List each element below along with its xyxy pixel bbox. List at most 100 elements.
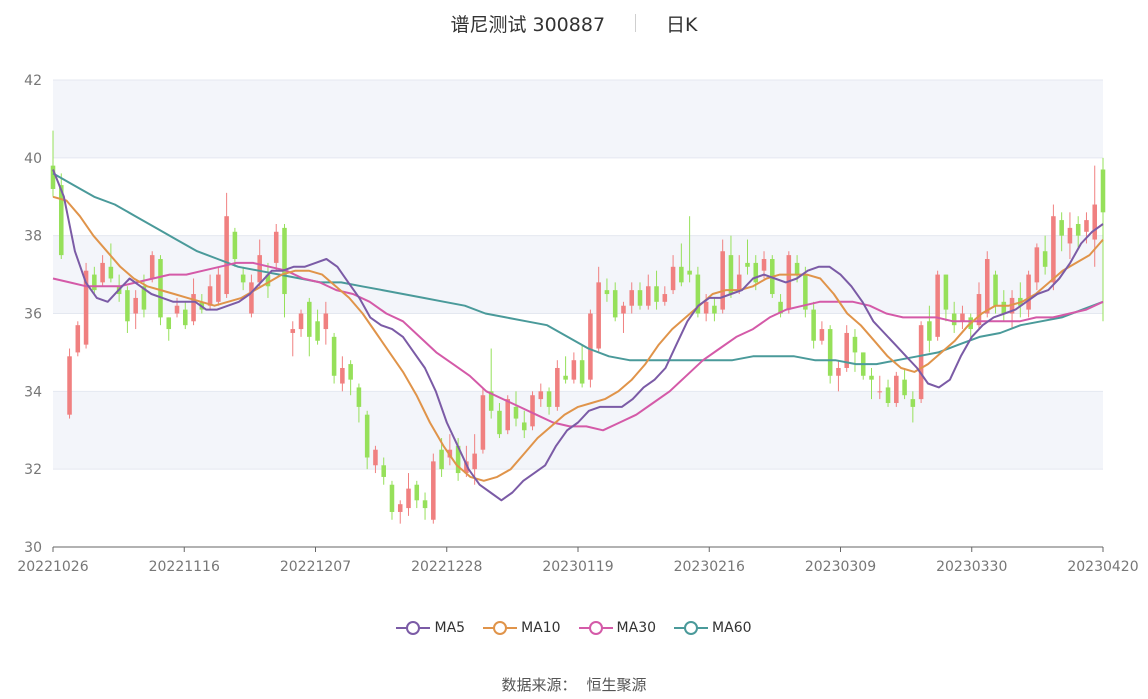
candle-body	[414, 484, 420, 501]
candle-body	[240, 274, 246, 283]
candle-body	[50, 165, 56, 189]
candle-body	[1059, 220, 1064, 236]
candle-body	[224, 216, 229, 295]
candle-body	[513, 406, 519, 419]
candle-body	[174, 305, 180, 314]
candle-body	[75, 325, 81, 353]
candle-body	[133, 297, 138, 314]
candle-body	[58, 185, 64, 256]
candle-body	[927, 321, 932, 341]
x-tick-label: 20221228	[411, 559, 482, 575]
x-tick-label: 20230420	[1067, 559, 1138, 575]
y-tick-label: 34	[24, 384, 42, 400]
candle-body	[207, 286, 213, 306]
candle-body	[836, 367, 841, 376]
candle-body	[728, 255, 734, 295]
candle-body	[108, 266, 114, 279]
legend-label: MA30	[616, 620, 657, 636]
ma5-legend-icon	[396, 621, 431, 635]
candle-body	[654, 286, 659, 302]
candle-body	[530, 395, 535, 427]
candle-body	[356, 387, 362, 407]
candle-body	[993, 274, 998, 306]
candle-body	[588, 313, 593, 380]
candle-body	[563, 375, 568, 380]
candle-body	[869, 375, 874, 380]
legend-item-ma60[interactable]: MA60	[674, 620, 752, 636]
candle-body	[216, 274, 221, 302]
candle-body	[852, 336, 858, 353]
candle-body	[579, 360, 585, 384]
candle-body	[141, 286, 147, 310]
candle-body	[191, 294, 196, 322]
candle-body	[844, 332, 849, 368]
candle-body	[670, 266, 676, 291]
y-tick-label: 32	[24, 462, 42, 478]
candle-body	[984, 259, 990, 314]
period-tab[interactable]: 日K	[666, 13, 698, 36]
candle-body	[976, 294, 982, 326]
candle-body	[1092, 204, 1098, 240]
candle-body	[422, 500, 428, 509]
source-name: 恒生聚源	[586, 676, 647, 694]
y-tick-label: 30	[24, 540, 42, 556]
candle-body	[166, 317, 172, 330]
candle-body	[315, 321, 320, 341]
candle-body	[1084, 220, 1089, 232]
candle-body	[265, 274, 271, 287]
candle-body	[348, 364, 353, 380]
candle-body	[604, 290, 610, 295]
candle-body	[307, 301, 312, 337]
candle-body	[679, 266, 684, 283]
candle-body	[778, 301, 783, 314]
candle-body	[596, 282, 601, 349]
candle-body	[480, 395, 486, 450]
candle-body	[389, 484, 395, 512]
candle-body	[282, 227, 287, 295]
candle-body	[885, 387, 891, 404]
candle-body	[910, 399, 916, 407]
y-tick-label: 36	[24, 307, 42, 323]
candle-body	[373, 449, 378, 466]
candle-body	[753, 262, 759, 283]
candle-body	[521, 422, 527, 431]
chart-legend: MA5 MA10 MA30 MA60	[0, 620, 1148, 636]
candle-body	[340, 367, 345, 384]
legend-label: MA60	[712, 620, 752, 636]
candle-body	[637, 290, 643, 306]
candle-body	[83, 270, 89, 345]
candle-body	[92, 274, 97, 291]
candle-body	[960, 313, 965, 322]
candle-body	[455, 445, 461, 474]
candle-body	[811, 309, 816, 341]
candle-body	[646, 286, 651, 306]
candle-body	[1067, 227, 1073, 244]
legend-item-ma5[interactable]: MA5	[396, 620, 465, 636]
ma30-line	[52, 261, 1104, 432]
candle-body	[431, 461, 436, 520]
candle-body	[877, 391, 883, 393]
candle-body	[406, 488, 411, 509]
x-tick-label: 20230330	[936, 559, 1007, 575]
ma10-line	[52, 195, 1104, 482]
chart-title-bar: 谱尼测试 300887 日K	[0, 8, 1148, 38]
candle-body	[794, 262, 800, 275]
legend-item-ma10[interactable]: MA10	[483, 620, 561, 636]
candle-body	[1001, 301, 1007, 314]
candle-body	[232, 231, 238, 260]
ma10-legend-icon	[483, 621, 518, 635]
legend-item-ma30[interactable]: MA30	[578, 620, 657, 636]
candle-body	[1051, 216, 1056, 283]
candle-body	[736, 274, 742, 291]
candle-body	[571, 360, 577, 380]
candle-body	[488, 391, 494, 411]
x-tick-label: 20230119	[542, 559, 613, 575]
candle-body	[257, 255, 262, 283]
candle-body	[827, 329, 833, 376]
candle-body	[629, 290, 635, 306]
candle-body	[546, 391, 552, 407]
candle-body	[803, 274, 808, 310]
candle-body	[703, 301, 709, 314]
ma30-legend-icon	[578, 621, 613, 635]
